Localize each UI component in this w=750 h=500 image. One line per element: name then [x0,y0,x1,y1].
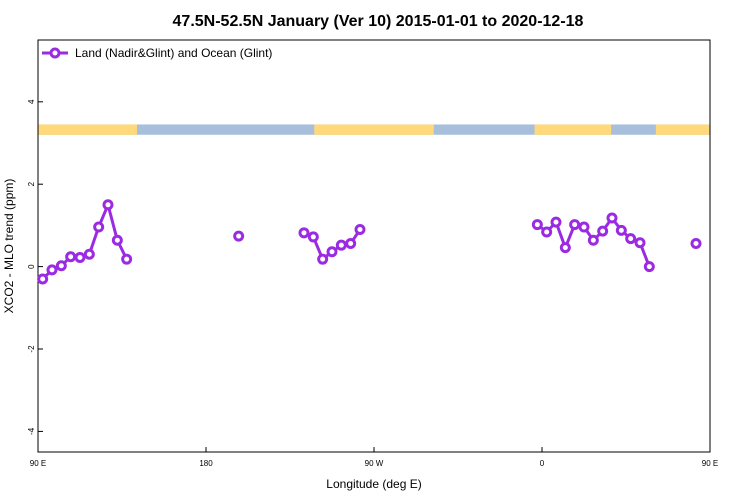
land-band [38,124,137,135]
data-point [345,238,357,250]
data-point [317,253,329,265]
x-tick-label: 90 W [365,459,384,468]
y-axis-label: XCO2 - MLO trend (ppm) [2,179,16,314]
data-point [354,224,366,236]
y-tick-label: 2 [27,181,36,186]
data-point [615,224,627,236]
x-axis-label: Longitude (deg E) [326,477,421,491]
data-point [93,221,105,233]
data-point [46,264,58,276]
data-point [634,237,646,249]
legend-label: Land (Nadir&Glint) and Ocean (Glint) [75,46,272,60]
data-point [531,219,543,231]
data-point [643,261,655,273]
legend: Land (Nadir&Glint) and Ocean (Glint) [42,46,272,60]
data-point [298,227,310,239]
data-point [569,219,581,231]
y-tick-label: 0 [27,264,36,269]
land-band [314,124,434,135]
data-point [541,226,553,238]
data-series [37,199,702,285]
data-point [307,231,319,243]
data-point [55,260,67,272]
plot-frame [37,39,711,453]
data-point [37,273,49,285]
y-tick-label: -4 [27,427,36,435]
legend-marker-swatch [49,47,61,59]
data-point [597,225,609,237]
x-tick-label: 90 E [30,459,46,468]
land-band [655,124,710,135]
y-tick-label: 4 [27,99,36,104]
data-point [550,216,562,228]
data-point [233,230,245,242]
y-axis: -4 -2 0 2 4 [27,99,43,435]
data-point [326,246,338,258]
data-point [335,239,347,251]
data-point [83,248,95,260]
data-point [102,199,114,211]
data-point [606,212,618,224]
data-point [587,234,599,246]
chart-title: 47.5N-52.5N January (Ver 10) 2015-01-01 … [173,13,584,30]
data-point [111,234,123,246]
x-axis: 90 E 180 90 W 0 90 E [30,447,718,468]
data-point [625,233,637,245]
data-point [690,238,702,250]
data-point [578,221,590,233]
x-tick-label: 90 E [702,459,718,468]
surface-strip [38,124,710,135]
x-tick-label: 0 [540,459,545,468]
y-tick-label: -2 [27,345,36,353]
land-band [534,124,612,135]
data-point [74,252,86,264]
data-point [121,253,133,265]
data-point [559,242,571,254]
data-point [65,251,77,263]
x-tick-label: 180 [199,459,213,468]
